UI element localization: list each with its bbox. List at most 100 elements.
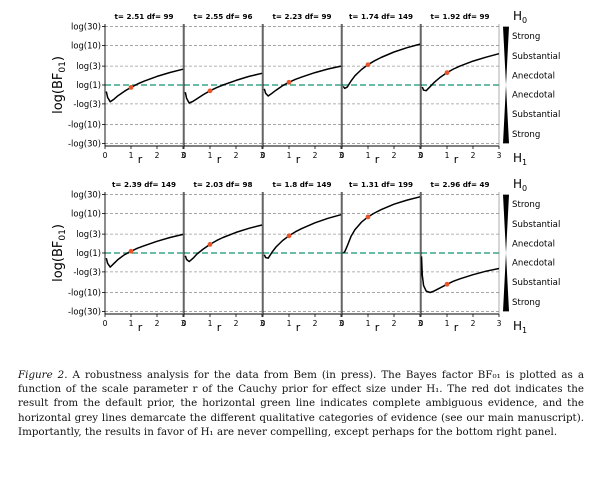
x-tick-label: 2 — [313, 151, 318, 160]
h1-wedge — [503, 253, 509, 312]
x-axis-label: r — [375, 321, 380, 334]
x-tick-label: 1 — [287, 319, 292, 328]
x-tick-label: 0 — [103, 319, 108, 328]
default-prior-dot — [128, 248, 134, 254]
x-tick-label: 0 — [103, 151, 108, 160]
panel-title: t= 1.74 df= 149 — [349, 12, 413, 21]
default-prior-dot — [207, 88, 213, 94]
x-tick-label: 1 — [287, 151, 292, 160]
x-tick-label: 0 — [261, 151, 266, 160]
panel: t= 2.55 df= 96 0 1 2 3 r — [182, 12, 265, 166]
x-tick-label: 3 — [418, 319, 423, 328]
y-tick-label: log(1) — [76, 248, 101, 258]
evidence-label: Anecdotal — [512, 258, 555, 268]
x-tick-label: 2 — [234, 151, 239, 160]
x-tick-label: 0 — [419, 151, 424, 160]
h0-wedge — [503, 26, 509, 85]
y-axis-label: log(BF01) — [51, 224, 68, 282]
panel-title: t= 2.23 df= 99 — [273, 12, 332, 21]
caption-lead: Figure 2. — [18, 369, 68, 381]
bf-curve — [342, 43, 421, 90]
bayes-factor-figure: log(30) log(10) log(3) log(1) -log(3) -log(10… — [51, 9, 560, 335]
default-prior-dot — [444, 281, 450, 287]
panel: t= 2.03 df= 98 0 1 2 3 r — [182, 180, 265, 334]
panel: t= 1.74 df= 149 0 1 2 3 r — [340, 12, 423, 166]
x-tick-label: 2 — [392, 151, 397, 160]
evidence-label: Strong — [512, 298, 540, 308]
h0-wedge — [503, 194, 509, 253]
panel-title: t= 1.31 df= 199 — [349, 180, 413, 189]
x-tick-label: 2 — [313, 319, 318, 328]
h1-wedge — [503, 85, 509, 144]
panel: t= 2.96 df= 49 0 1 2 3 r — [419, 180, 502, 334]
h0-label: H0 — [513, 9, 527, 25]
bf-curve — [421, 52, 500, 92]
y-tick-label: log(3) — [76, 229, 101, 239]
panel-title: t= 2.55 df= 96 — [194, 12, 253, 21]
x-tick-label: 1 — [129, 319, 134, 328]
figure-caption: Figure 2. A robustness analysis for the … — [18, 368, 584, 439]
panel: t= 1.92 df= 99 0 1 2 3 r — [419, 12, 502, 166]
y-tick-label: log(10) — [71, 208, 101, 218]
bf-curve — [420, 256, 500, 294]
bf-curve — [105, 68, 184, 103]
x-tick-label: 1 — [445, 151, 450, 160]
x-tick-label: 3 — [418, 151, 423, 160]
y-tick-label: -log(10) — [68, 288, 101, 298]
x-tick-label: 0 — [419, 319, 424, 328]
bf-curve — [263, 213, 342, 259]
x-tick-label: 3 — [339, 319, 344, 328]
x-axis-label: r — [296, 153, 301, 166]
evidence-label: Substantial — [512, 278, 560, 288]
x-tick-label: 2 — [234, 319, 239, 328]
panel-title: t= 2.39 df= 149 — [112, 180, 176, 189]
y-tick-label: -log(30) — [68, 138, 101, 148]
bf-curve — [184, 224, 263, 263]
h0-label: H0 — [513, 177, 527, 193]
x-tick-label: 1 — [366, 319, 371, 328]
x-axis-label: r — [138, 321, 143, 334]
default-prior-dot — [286, 79, 292, 85]
evidence-label: Substantial — [512, 52, 560, 62]
x-tick-label: 1 — [366, 151, 371, 160]
x-tick-label: 3 — [260, 151, 265, 160]
panel: t= 2.39 df= 149 0 1 2 3 r — [103, 180, 186, 334]
x-tick-label: 1 — [208, 151, 213, 160]
x-tick-label: 3 — [497, 319, 502, 328]
panel: t= 2.51 df= 99 0 1 2 3 r — [103, 12, 186, 166]
bf-curve — [263, 65, 342, 97]
bf-curve — [342, 196, 421, 254]
x-tick-label: 0 — [340, 319, 345, 328]
default-prior-dot — [365, 62, 371, 68]
x-tick-label: 0 — [261, 319, 266, 328]
evidence-label: Strong — [512, 32, 540, 42]
y-tick-label: log(10) — [71, 40, 101, 50]
y-tick-label: -log(3) — [73, 99, 101, 109]
panel: t= 1.8 df= 149 0 1 2 3 r — [261, 180, 344, 334]
y-tick-label: -log(30) — [68, 306, 101, 316]
x-tick-label: 2 — [155, 151, 160, 160]
x-tick-label: 2 — [155, 319, 160, 328]
panel: t= 1.31 df= 199 0 1 2 3 r — [340, 180, 423, 334]
panel-title: t= 2.03 df= 98 — [194, 180, 253, 189]
x-axis-label: r — [454, 153, 459, 166]
y-tick-label: log(30) — [71, 22, 101, 32]
x-tick-label: 3 — [339, 151, 344, 160]
x-tick-label: 2 — [471, 151, 476, 160]
panel-title: t= 2.51 df= 99 — [115, 12, 174, 21]
default-prior-dot — [128, 85, 134, 90]
y-tick-label: log(30) — [71, 190, 101, 200]
evidence-label: Anecdotal — [512, 240, 555, 250]
x-tick-label: 0 — [340, 151, 345, 160]
x-tick-label: 0 — [182, 319, 187, 328]
x-tick-label: 3 — [181, 319, 186, 328]
x-axis-label: r — [138, 153, 143, 166]
h1-label: H1 — [513, 319, 527, 335]
x-tick-label: 3 — [497, 151, 502, 160]
h1-label: H1 — [513, 151, 527, 167]
evidence-label: Strong — [512, 200, 540, 210]
x-tick-label: 3 — [260, 319, 265, 328]
x-tick-label: 2 — [471, 319, 476, 328]
evidence-label: Anecdotal — [512, 90, 555, 100]
x-axis-label: r — [296, 321, 301, 334]
